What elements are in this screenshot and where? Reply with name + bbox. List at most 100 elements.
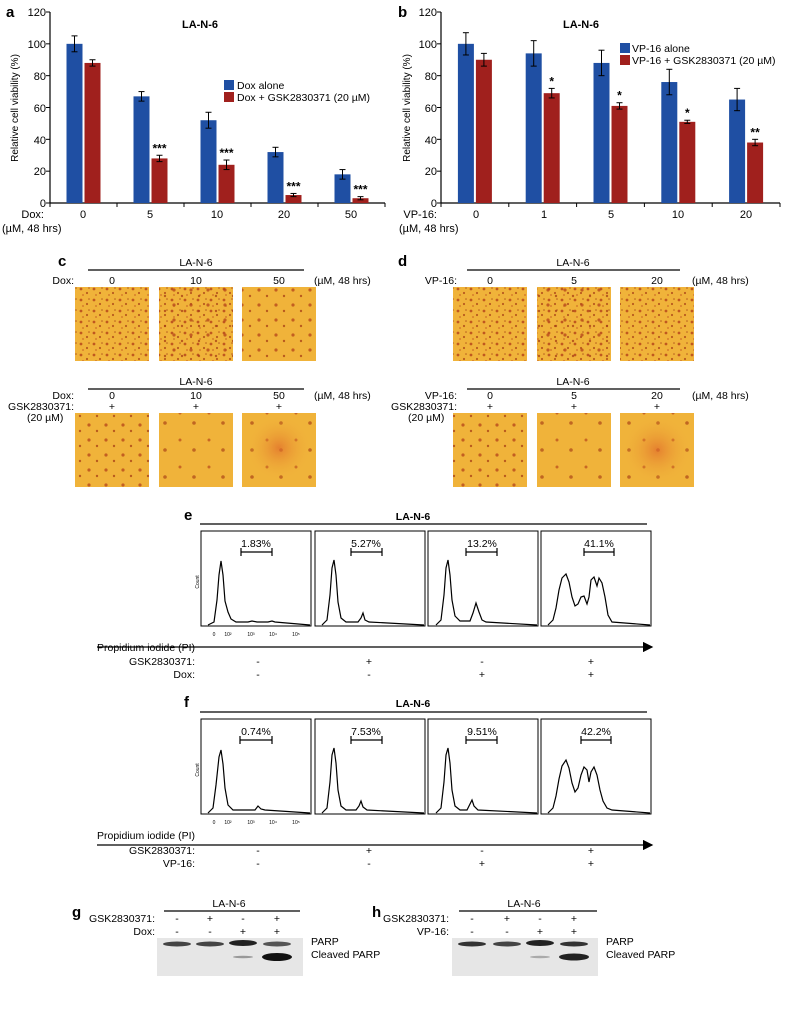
micrograph-top-2	[159, 287, 233, 361]
x-category-label: 50	[345, 209, 357, 221]
legend-swatch-blue	[620, 43, 630, 53]
row-sign: -	[256, 669, 260, 681]
bar	[747, 142, 764, 203]
significance-mark: ***	[219, 146, 233, 160]
panel-c-micrographs: c LA-N-6 Dox: 0 10 50 (µM, 48 hrs) LA-N-…	[8, 253, 371, 487]
row-sign: -	[367, 669, 371, 681]
treatment-label: Dox:	[52, 275, 74, 287]
histogram-2: 7.53%	[314, 718, 426, 815]
units-label: (µM, 48 hrs)	[692, 390, 749, 402]
bar	[84, 62, 101, 203]
blot-parp	[452, 938, 598, 976]
legend: Dox alone Dox + GSK2830371 (20 µM)	[224, 80, 370, 104]
x-category-label: 20	[278, 209, 290, 221]
gate-percent: 41.1%	[584, 538, 614, 550]
bar	[679, 121, 696, 203]
x-tick-label: 0	[213, 632, 216, 638]
x-tick-label: 10³	[247, 632, 255, 638]
x-axis-prefix: Dox:	[21, 209, 44, 221]
legend-swatch-red	[620, 55, 630, 65]
row-sign: -	[470, 913, 474, 925]
row-sign: +	[479, 858, 485, 870]
dose-label: 10	[190, 275, 202, 287]
bar	[475, 59, 492, 203]
y-tick-label: 80	[34, 71, 46, 83]
dose-label: 20	[651, 390, 663, 402]
x-category-label: 5	[147, 209, 153, 221]
y-tick-label: 20	[425, 166, 437, 178]
bar	[66, 43, 83, 204]
panel-d-micrographs: d LA-N-6 VP-16: 0 5 20 (µM, 48 hrs) LA-N…	[391, 253, 749, 487]
gsk-concentration: (20 µM)	[408, 412, 444, 424]
bar	[218, 164, 235, 203]
row-sign: +	[537, 926, 543, 938]
panel-letter: g	[72, 904, 81, 921]
plus-sign: +	[193, 401, 199, 413]
micrograph-bottom-2	[159, 413, 233, 487]
row-sign: +	[207, 913, 213, 925]
dose-label: 10	[190, 390, 202, 402]
row-sign: +	[588, 656, 594, 668]
dose-label: 20	[651, 275, 663, 287]
band-label: Cleaved PARP	[606, 949, 675, 961]
row-sign: +	[588, 858, 594, 870]
bar	[661, 82, 678, 203]
plus-sign: +	[487, 401, 493, 413]
row-sign: -	[241, 913, 245, 925]
x-axis-units: (µM, 48 hrs)	[2, 223, 62, 235]
significance-mark: *	[617, 89, 622, 103]
micrograph-top-3	[620, 287, 694, 361]
gate-percent: 13.2%	[467, 538, 497, 550]
legend-label: VP-16 alone	[632, 43, 690, 55]
row-sign: +	[479, 669, 485, 681]
legend-swatch-blue	[224, 80, 234, 90]
row-sign: -	[256, 845, 260, 857]
bar	[593, 62, 610, 203]
gate-percent: 0.74%	[241, 726, 271, 738]
row-sign: -	[538, 913, 542, 925]
blot-actin	[157, 988, 303, 989]
significance-mark: ***	[152, 141, 166, 155]
x-axis-label: Propidium iodide (PI)	[97, 830, 195, 842]
panel-a-bar-chart: a LA-N-6 Relative cell viability (%) 0 2…	[2, 4, 386, 235]
y-tick-label: 40	[425, 135, 437, 147]
row-label: VP-16:	[163, 858, 195, 870]
y-tick-label: 40	[34, 135, 46, 147]
y-tick-label: 60	[34, 103, 46, 115]
panel-f-flow-cytometry: f LA-N-6 Count 0.74% 0 10² 10³ 10⁴ 10⁵ 7…	[97, 694, 654, 870]
gate-percent: 1.83%	[241, 538, 271, 550]
gate-percent: 42.2%	[581, 726, 611, 738]
panel-letter: h	[372, 904, 381, 921]
row-label: Dox:	[133, 926, 155, 938]
row-sign: +	[571, 913, 577, 925]
cell-line-label: LA-N-6	[556, 376, 589, 388]
legend-label: Dox + GSK2830371 (20 µM)	[237, 92, 370, 104]
micrograph-top-1	[453, 287, 527, 361]
panel-b-bar-chart: b LA-N-6 Relative cell viability (%) 0 2…	[398, 4, 781, 235]
x-category-labels: 0 5 10 20 50	[80, 209, 357, 221]
micrograph-bottom-2	[537, 413, 611, 487]
significance-mark: *	[549, 74, 554, 88]
row-label: Dox:	[173, 669, 195, 681]
x-category-labels: 0 1 5 10 20	[473, 209, 752, 221]
legend: VP-16 alone VP-16 + GSK2830371 (20 µM)	[620, 43, 776, 67]
chart-title: LA-N-6	[182, 19, 218, 31]
x-tick-label: 10⁵	[292, 632, 300, 638]
x-axis-label: Propidium iodide (PI)	[97, 642, 195, 654]
row-sign: -	[367, 858, 371, 870]
band-label: PARP	[606, 936, 634, 948]
bar	[611, 105, 628, 203]
legend-swatch-red	[224, 92, 234, 102]
x-tick-label: 10²	[224, 820, 232, 826]
micrograph-bottom-3	[620, 413, 694, 487]
row-label: VP-16:	[417, 926, 449, 938]
bars: *****	[437, 11, 781, 207]
x-category-label: 10	[211, 209, 223, 221]
cell-line-label: LA-N-6	[396, 511, 431, 523]
micrograph-bottom-1	[75, 413, 149, 487]
row-label: GSK2830371:	[129, 845, 195, 857]
gate-percent: 7.53%	[351, 726, 381, 738]
bar	[133, 96, 150, 203]
x-tick-label: 10⁵	[292, 820, 300, 826]
y-tick-label: 100	[28, 39, 46, 51]
